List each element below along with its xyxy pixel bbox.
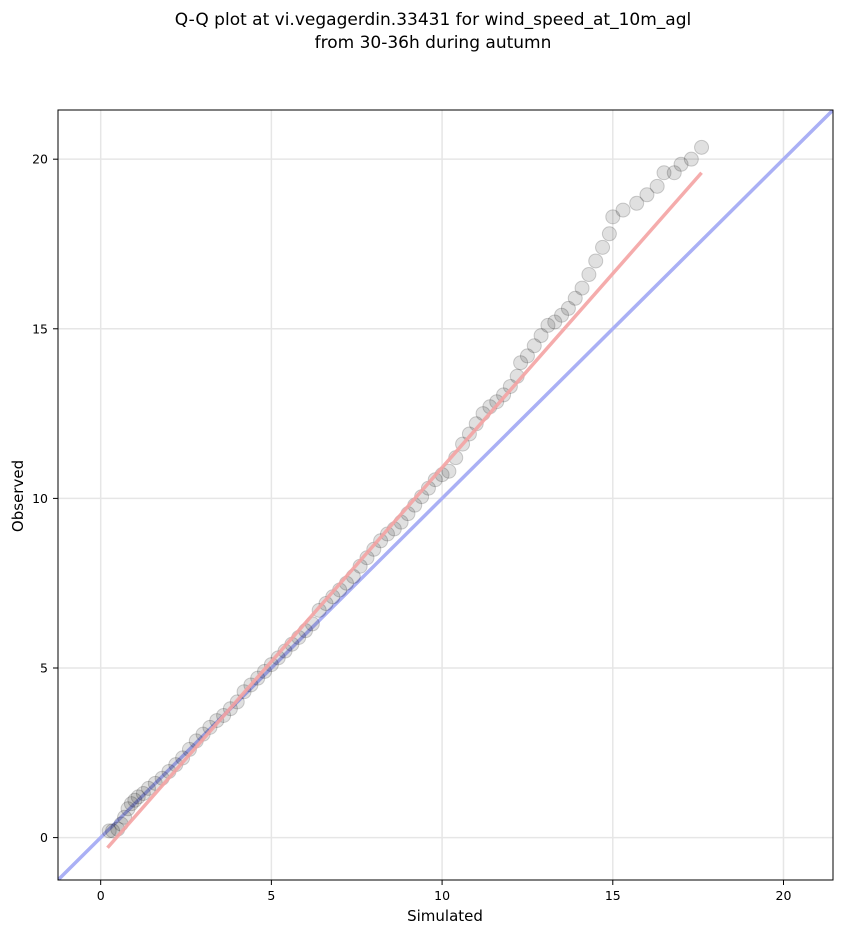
quantile-point <box>513 355 529 371</box>
chart-title: Q-Q plot at vi.vegagerdin.33431 for wind… <box>175 10 691 30</box>
quantile-point <box>540 317 556 333</box>
quantile-point <box>318 596 334 612</box>
y-tick-label: 0 <box>40 830 48 845</box>
x-tick-label: 15 <box>605 888 621 903</box>
quantile-point <box>135 786 151 802</box>
quantile-point <box>123 796 139 812</box>
quantile-point <box>595 239 611 255</box>
quantile-point <box>270 650 286 666</box>
quantile-point <box>140 780 156 796</box>
chart-subtitle: from 30-36h during autumn <box>315 33 552 53</box>
quantile-point <box>649 178 665 194</box>
grid <box>58 110 833 880</box>
quantile-point <box>574 280 590 296</box>
y-tick-label: 15 <box>32 321 48 336</box>
quantile-point <box>615 202 631 218</box>
quantile-point <box>373 533 389 549</box>
y-axis-label: Observed <box>9 460 27 532</box>
quantile-point <box>127 792 143 808</box>
quantile-point <box>694 139 710 155</box>
quantile-point <box>560 300 576 316</box>
quantile-point <box>441 463 457 479</box>
x-axis-ticks: 0 5 10 15 20 <box>97 880 792 903</box>
quantile-point <box>101 823 117 839</box>
quantile-point <box>581 267 597 283</box>
quantile-point <box>547 314 563 330</box>
x-tick-label: 10 <box>434 888 450 903</box>
y-tick-label: 10 <box>32 491 48 506</box>
y-tick-label: 5 <box>40 660 48 675</box>
quantile-point <box>629 195 645 211</box>
quantile-point <box>533 328 549 344</box>
quantile-point <box>554 307 570 323</box>
identity-reference-line <box>58 110 833 880</box>
quantile-point <box>526 338 542 354</box>
fit-line <box>106 171 703 849</box>
quantile-point <box>588 253 604 269</box>
quantile-point <box>666 165 682 181</box>
quantile-point <box>605 209 621 225</box>
x-tick-label: 0 <box>97 888 105 903</box>
quantile-point <box>502 378 518 394</box>
quantile-point <box>673 156 689 172</box>
quantile-point <box>117 809 133 825</box>
quantile-point <box>202 719 218 735</box>
quantile-point <box>519 348 535 364</box>
quantile-point <box>639 187 655 203</box>
y-axis-ticks: 0 5 10 15 20 <box>32 152 58 845</box>
quantile-point <box>366 541 382 557</box>
quantile-point <box>683 151 699 167</box>
lines-layer <box>58 110 833 880</box>
quantile-point <box>130 789 146 805</box>
x-axis-label: Simulated <box>407 907 483 925</box>
quantile-point <box>656 165 672 181</box>
quantile-point <box>489 394 505 410</box>
quantile-point <box>105 823 121 839</box>
fit-layer <box>106 171 703 849</box>
quantile-point <box>601 226 617 242</box>
quantile-point <box>379 526 395 542</box>
y-tick-label: 20 <box>32 152 48 167</box>
quantile-point <box>567 290 583 306</box>
quantile-point <box>120 801 136 817</box>
quantile-points <box>101 139 710 839</box>
plot-frame <box>57 109 834 881</box>
x-tick-label: 20 <box>776 888 792 903</box>
x-tick-label: 5 <box>267 888 275 903</box>
